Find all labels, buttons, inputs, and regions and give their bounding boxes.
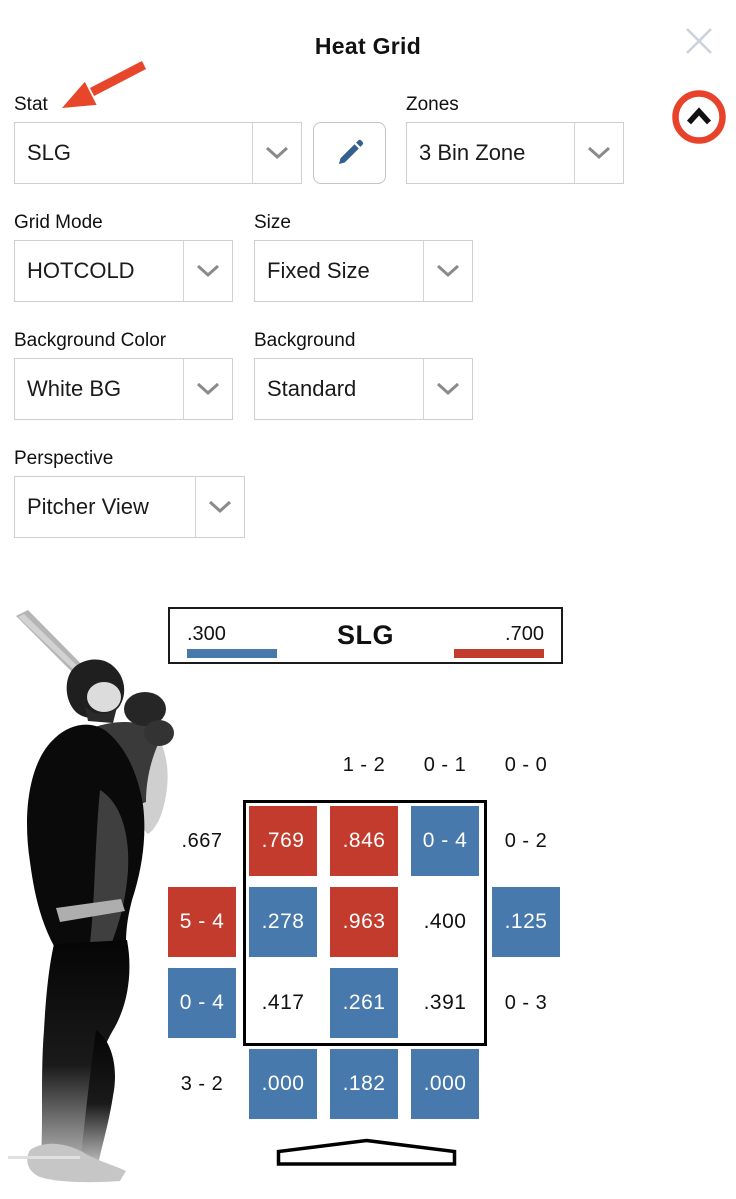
grid-cell-cold: .000 [411,1049,479,1119]
edit-stat-button[interactable] [313,122,386,184]
grid-outer-label: 0 - 1 [423,753,467,776]
grid-outer-label: 0 - 2 [504,829,548,852]
pencil-icon [338,139,363,165]
grid-outer-label: 0 - 3 [504,991,548,1014]
background-color-select-value: White BG [27,376,122,401]
perspective-field: Perspective Pitcher View [14,447,245,538]
grid-outer-label: 1 - 2 [342,753,386,776]
size-label: Size [254,212,291,233]
zones-select-value: 3 Bin Zone [419,140,526,165]
stat-field: Stat SLG [14,93,302,184]
legend-cold-bar [187,649,277,658]
settings-form: Stat SLG Zones 3 Bin Zone [14,93,624,565]
grid-cell-cold: .278 [249,887,317,957]
close-icon[interactable] [682,24,716,58]
grid-cell-cold: .182 [330,1049,398,1119]
stat-select[interactable]: SLG [14,122,302,184]
grid-cell-plain: .417 [249,968,317,1038]
grid-cell-cold: .000 [249,1049,317,1119]
grid-mode-label: Grid Mode [14,212,103,233]
zones-select[interactable]: 3 Bin Zone [406,122,624,184]
size-field: Size Fixed Size [254,211,473,302]
grid-mode-select[interactable]: HOTCOLD [14,240,233,302]
background-select[interactable]: Standard [254,358,473,420]
grid-cell-hot: .963 [330,887,398,957]
page-title: Heat Grid [314,33,422,59]
grid-cell-hot: .846 [330,806,398,876]
grid-cell-plain: .391 [411,968,479,1038]
chevron-down-icon [423,359,472,419]
legend-min-value: .300 [187,623,226,645]
chevron-down-icon [574,123,623,183]
zones-field: Zones 3 Bin Zone [406,93,624,184]
grid-outer-label: 3 - 2 [180,1072,224,1095]
perspective-select[interactable]: Pitcher View [14,476,245,538]
background-color-select[interactable]: White BG [14,358,233,420]
grid-cell-cold: 0 - 4 [411,806,479,876]
grid-cell-cold: .261 [330,968,398,1038]
grid-cell-cold: .125 [492,887,560,957]
grid-outer-label: 0 - 0 [504,753,548,776]
background-select-value: Standard [267,376,357,401]
size-select-value: Fixed Size [267,258,370,283]
chevron-down-icon [423,241,472,301]
stat-label: Stat [14,94,48,115]
perspective-label: Perspective [14,448,114,469]
collapse-panel-button[interactable] [670,88,728,146]
grid-mode-select-value: HOTCOLD [27,258,135,283]
batter-silhouette-image [0,610,195,1199]
grid-cell-hot: 5 - 4 [168,887,236,957]
legend-max: .700 [453,609,544,662]
background-field: Background Standard [254,329,473,420]
size-select[interactable]: Fixed Size [254,240,473,302]
stat-select-value: SLG [27,140,72,165]
background-label: Background [254,330,356,351]
grid-cell-cold: 0 - 4 [168,968,236,1038]
background-color-field: Background Color White BG [14,329,233,420]
home-plate-icon [276,1138,457,1173]
chevron-down-icon [252,123,301,183]
legend-hot-bar [453,649,544,658]
legend-max-value: .700 [505,623,544,645]
legend-stat-title: SLG [336,620,394,650]
grid-outer-label: .667 [181,829,223,852]
chevron-down-icon [183,241,232,301]
heatmap-legend: .300 SLG .700 [168,607,563,664]
grid-cell-hot: .769 [249,806,317,876]
zones-label: Zones [406,94,459,115]
chevron-down-icon [195,477,244,537]
grid-empty [168,735,236,795]
grid-mode-field: Grid Mode HOTCOLD [14,211,233,302]
grid-empty [492,1049,560,1119]
background-color-label: Background Color [14,330,167,351]
perspective-select-value: Pitcher View [27,494,149,519]
grid-empty [249,735,317,795]
legend-min: .300 [187,609,277,662]
chevron-down-icon [183,359,232,419]
grid-cell-plain: .400 [411,887,479,957]
